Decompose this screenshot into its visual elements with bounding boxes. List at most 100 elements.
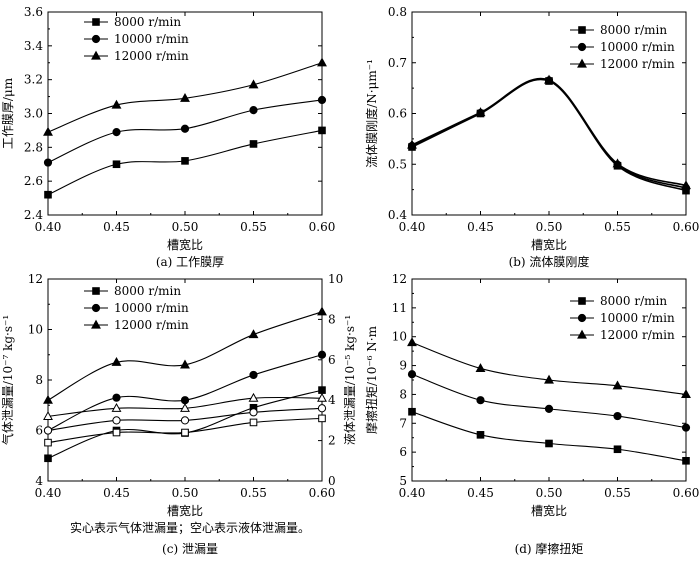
- y-tick-label: 6: [35, 424, 43, 438]
- data-point: [44, 190, 52, 199]
- data-point: [681, 423, 691, 432]
- legend-label: 12000 r/min: [114, 318, 189, 332]
- data-point: [249, 106, 258, 115]
- data-point: [43, 394, 53, 404]
- legend-label: 8000 r/min: [114, 284, 181, 298]
- data-point: [317, 306, 327, 316]
- y-tick-label: 11: [392, 301, 407, 315]
- chart-caption: (a) 工作膜厚: [156, 255, 224, 269]
- series-line: [411, 77, 687, 187]
- legend-label: 12000 r/min: [600, 328, 675, 342]
- legend-marker: [92, 18, 100, 26]
- x-tick-label: 0.50: [536, 486, 563, 500]
- chart-caption: (d) 摩擦扭矩: [515, 541, 584, 556]
- y-tick-label: 0.5: [388, 157, 407, 171]
- data-point: [249, 408, 258, 417]
- y-right-tick-label: 8: [328, 312, 336, 326]
- chart-caption: (c) 泄漏量: [162, 542, 218, 556]
- data-point: [544, 374, 554, 384]
- data-point: [181, 428, 189, 437]
- y-tick-label: 0.8: [388, 5, 407, 19]
- data-point: [180, 402, 190, 412]
- data-point: [544, 404, 554, 413]
- x-tick-label: 0.55: [604, 486, 631, 500]
- series-1: [408, 77, 690, 195]
- series-3: [43, 306, 327, 404]
- data-point: [249, 140, 258, 148]
- legend-label: 12000 r/min: [114, 49, 189, 63]
- legend-label: 10000 r/min: [114, 32, 189, 46]
- x-tick-label: 0.60: [673, 486, 700, 500]
- legend-label: 8000 r/min: [600, 23, 667, 37]
- y-tick-label: 2.8: [24, 140, 43, 154]
- y-right-tick-label: 4: [328, 393, 336, 407]
- legend-marker: [92, 287, 100, 295]
- series-line: [411, 78, 687, 189]
- data-point: [407, 139, 417, 149]
- y-axis-label: 气体泄漏量/10⁻⁷ kg·s⁻¹: [0, 315, 15, 445]
- x-tick-label: 0.45: [467, 220, 494, 234]
- data-point: [43, 126, 53, 136]
- y-right-axis-label: 液体泄漏量/10⁻⁵ kg·s⁻¹: [342, 315, 357, 445]
- x-tick-label: 0.50: [536, 220, 563, 234]
- data-point: [681, 180, 691, 190]
- chart-panel-1: 0.40 0.45 0.50 0.55 0.60 2.4 2.6 2.8 3.0 3.2 3.4 3.…: [1, 5, 335, 269]
- legend-marker: [91, 50, 101, 60]
- data-point: [112, 428, 121, 437]
- data-point: [317, 350, 327, 359]
- x-axis-label: 槽宽比: [531, 503, 567, 518]
- x-tick-label: 0.55: [240, 220, 267, 234]
- data-point: [407, 370, 417, 379]
- data-point: [43, 158, 53, 167]
- y-axis-label: 工作膜厚/μm: [1, 77, 15, 149]
- x-axis-label: 槽宽比: [531, 237, 567, 252]
- series-3: [407, 74, 691, 190]
- data-point: [44, 438, 52, 447]
- series-2: [43, 95, 327, 167]
- y-tick-label: 8: [399, 387, 407, 401]
- x-tick-label: 0.40: [35, 220, 62, 234]
- y-right-tick-label: 6: [328, 353, 336, 367]
- y-right-tick-label: 0: [328, 474, 336, 488]
- x-tick-label: 0.60: [309, 486, 336, 500]
- y-tick-label: 0.6: [388, 107, 407, 121]
- y-right-tick-label: 2: [328, 434, 336, 448]
- x-tick-label: 0.45: [467, 486, 494, 500]
- series-line: [411, 78, 687, 192]
- y-tick-label: 2.4: [24, 208, 43, 222]
- data-point: [544, 74, 554, 84]
- data-point: [180, 396, 190, 405]
- data-point: [180, 124, 190, 133]
- y-tick-label: 5: [399, 474, 407, 488]
- y-tick-label: 2.6: [24, 174, 43, 188]
- series-line: [411, 411, 687, 462]
- legend-label: 8000 r/min: [600, 294, 667, 308]
- data-point: [180, 92, 190, 102]
- data-point: [612, 158, 623, 168]
- legend-marker: [578, 297, 586, 305]
- data-point: [408, 407, 416, 416]
- y-tick-label: 7: [399, 416, 407, 430]
- chart-panel-4: 0.40 0.45 0.50 0.55 0.60 5 6 7 8 9 10 11 12 槽宽比 摩擦扭矩/1…: [364, 272, 699, 556]
- legend-marker: [577, 58, 587, 68]
- chart-panel-3: 0.40 0.45 0.50 0.55 0.60 4 6 8 10 12 0 2 4 6 8 10 槽宽比 气体泄…: [0, 272, 357, 556]
- data-point: [318, 126, 326, 135]
- chart-panel-2: 0.40 0.45 0.50 0.55 0.60 0.4 0.5 0.6 0.7 0.8 槽宽比 流体…: [364, 5, 699, 269]
- data-point: [249, 370, 258, 380]
- y-tick-label: 4: [35, 474, 43, 488]
- data-point: [180, 359, 190, 369]
- data-point: [317, 57, 327, 67]
- series-2: [407, 76, 691, 193]
- data-point: [317, 392, 327, 402]
- legend-marker: [577, 313, 587, 323]
- legend: 8000 r/min 10000 r/min 12000 r/min: [84, 284, 189, 332]
- x-axis-label: 槽宽比: [167, 503, 203, 518]
- data-point: [249, 418, 258, 427]
- data-point: [43, 426, 53, 435]
- series-3: [407, 337, 691, 399]
- data-point: [475, 107, 486, 117]
- series-2: [407, 370, 691, 432]
- y-right-tick-label: 10: [328, 272, 343, 286]
- chart-note: 实心表示气体泄漏量；空心表示液体泄漏量。: [70, 520, 310, 535]
